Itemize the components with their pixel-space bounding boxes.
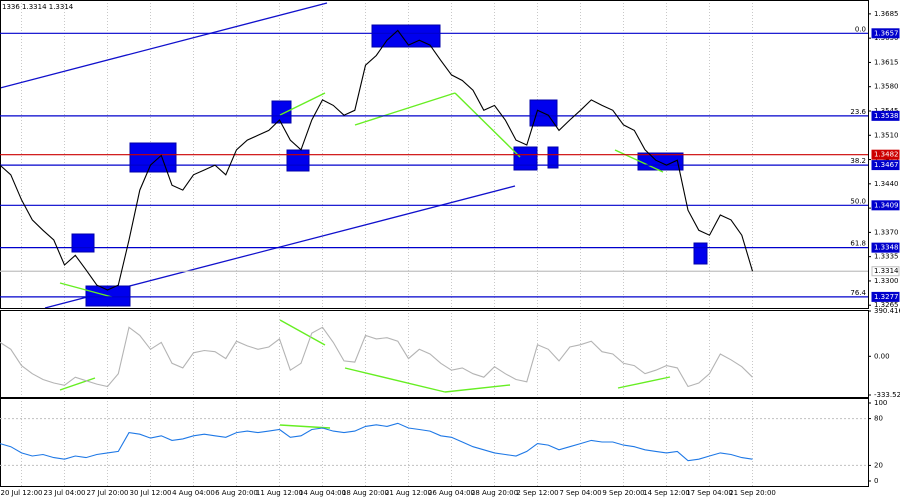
x-tick-label: 21 Sep 20:00 [729, 489, 776, 497]
price-tag-label: 1.3409 [874, 201, 899, 209]
x-tick-label: 17 Sep 04:00 [686, 489, 733, 497]
price-tag-label: 1.3538 [874, 112, 899, 120]
divergence-line [59, 282, 113, 298]
x-tick-label: 20 Jul 12:00 [1, 489, 43, 497]
zone [286, 149, 310, 172]
fib-label: 23.6 [850, 108, 866, 116]
fib-label: 61.8 [850, 240, 866, 248]
fib-label: 0.0 [855, 25, 866, 33]
price-tag [871, 160, 900, 171]
y-tick-label: 1.3300 [874, 277, 899, 285]
series-line [0, 29, 754, 291]
divergence-line [617, 376, 671, 389]
x-tick-label: 6 Aug 20:00 [215, 489, 258, 497]
fib-label: 76.4 [850, 289, 866, 297]
x-tick-label: 14 Aug 04:00 [299, 489, 346, 497]
zone [271, 100, 292, 124]
divergence-line [279, 92, 326, 116]
fib-label: 50.0 [850, 197, 866, 205]
x-tick-label: 2 Sep 12:00 [516, 489, 558, 497]
zone [693, 242, 708, 265]
panel-frame [0, 310, 869, 398]
y-tick-label: 1.3685 [874, 10, 899, 18]
zone [547, 146, 559, 169]
y-tick-label: 1.3335 [874, 253, 899, 261]
x-tick-label: 14 Sep 12:00 [643, 489, 690, 497]
x-tick-label: 7 Sep 04:00 [559, 489, 601, 497]
x-tick-label: 9 Sep 20:00 [602, 489, 644, 497]
price-tag-label: 1.3314 [874, 267, 899, 275]
fib-label: 38.2 [850, 157, 866, 165]
zone [129, 142, 177, 173]
y-tick-label: 1.3265 [874, 301, 899, 309]
price-tag [871, 266, 900, 277]
channel-line [0, 2, 328, 89]
price-tag [871, 28, 900, 39]
x-tick-label: 30 Jul 12:00 [130, 489, 172, 497]
y-tick-label: 1.3510 [874, 131, 899, 139]
price-tag-label: 1.3348 [874, 244, 899, 252]
y-tick-label: 0 [874, 477, 878, 485]
divergence-line [59, 377, 96, 391]
price-tag-label: 1.3482 [874, 151, 899, 159]
y-tick-label: 20 [874, 461, 883, 469]
series-line [0, 422, 753, 462]
divergence-line [279, 319, 326, 346]
price-tag [871, 200, 900, 211]
price-tag-label: 1.3467 [874, 161, 899, 169]
divergence-line [354, 92, 456, 126]
y-tick-label: 1.3615 [874, 58, 899, 66]
x-tick-label: 23 Jul 04:00 [44, 489, 86, 497]
y-tick-label: 1.3370 [874, 228, 899, 236]
panel-frame [0, 398, 869, 487]
divergence-line [614, 149, 664, 173]
price-tag-label: 1.3277 [874, 293, 899, 301]
price-tag [871, 110, 900, 121]
divergence-line [444, 384, 511, 393]
y-tick-label: 1.3580 [874, 83, 899, 91]
y-tick-label: 390.4163 [874, 307, 900, 315]
price-tag [871, 242, 900, 253]
zone [71, 233, 95, 253]
y-tick-label: 80 [874, 415, 883, 423]
divergence-line [279, 424, 331, 429]
y-tick-label: 0.00 [874, 352, 890, 360]
zone [371, 24, 441, 48]
price-tag [871, 291, 900, 302]
x-tick-label: 18 Aug 20:00 [342, 489, 389, 497]
series-line [0, 326, 753, 388]
x-tick-label: 26 Aug 04:00 [428, 489, 475, 497]
zone [513, 146, 538, 171]
y-tick-label: -333.522 [874, 391, 900, 399]
price-tag [871, 149, 900, 160]
zone [637, 152, 684, 171]
divergence-line [454, 92, 521, 158]
x-tick-label: 11 Aug 12:00 [256, 489, 303, 497]
x-tick-label: 27 Jul 20:00 [87, 489, 129, 497]
y-tick-label: 100 [874, 399, 887, 407]
price-tag-label: 1.3657 [874, 29, 899, 37]
divergence-line [344, 367, 446, 393]
chart-title: 1336 1.3314 1.3314 [2, 3, 74, 11]
x-tick-label: 28 Aug 20:00 [471, 489, 518, 497]
x-tick-label: 21 Aug 12:00 [385, 489, 432, 497]
y-tick-label: 1.3440 [874, 180, 899, 188]
x-tick-label: 4 Aug 04:00 [172, 489, 215, 497]
